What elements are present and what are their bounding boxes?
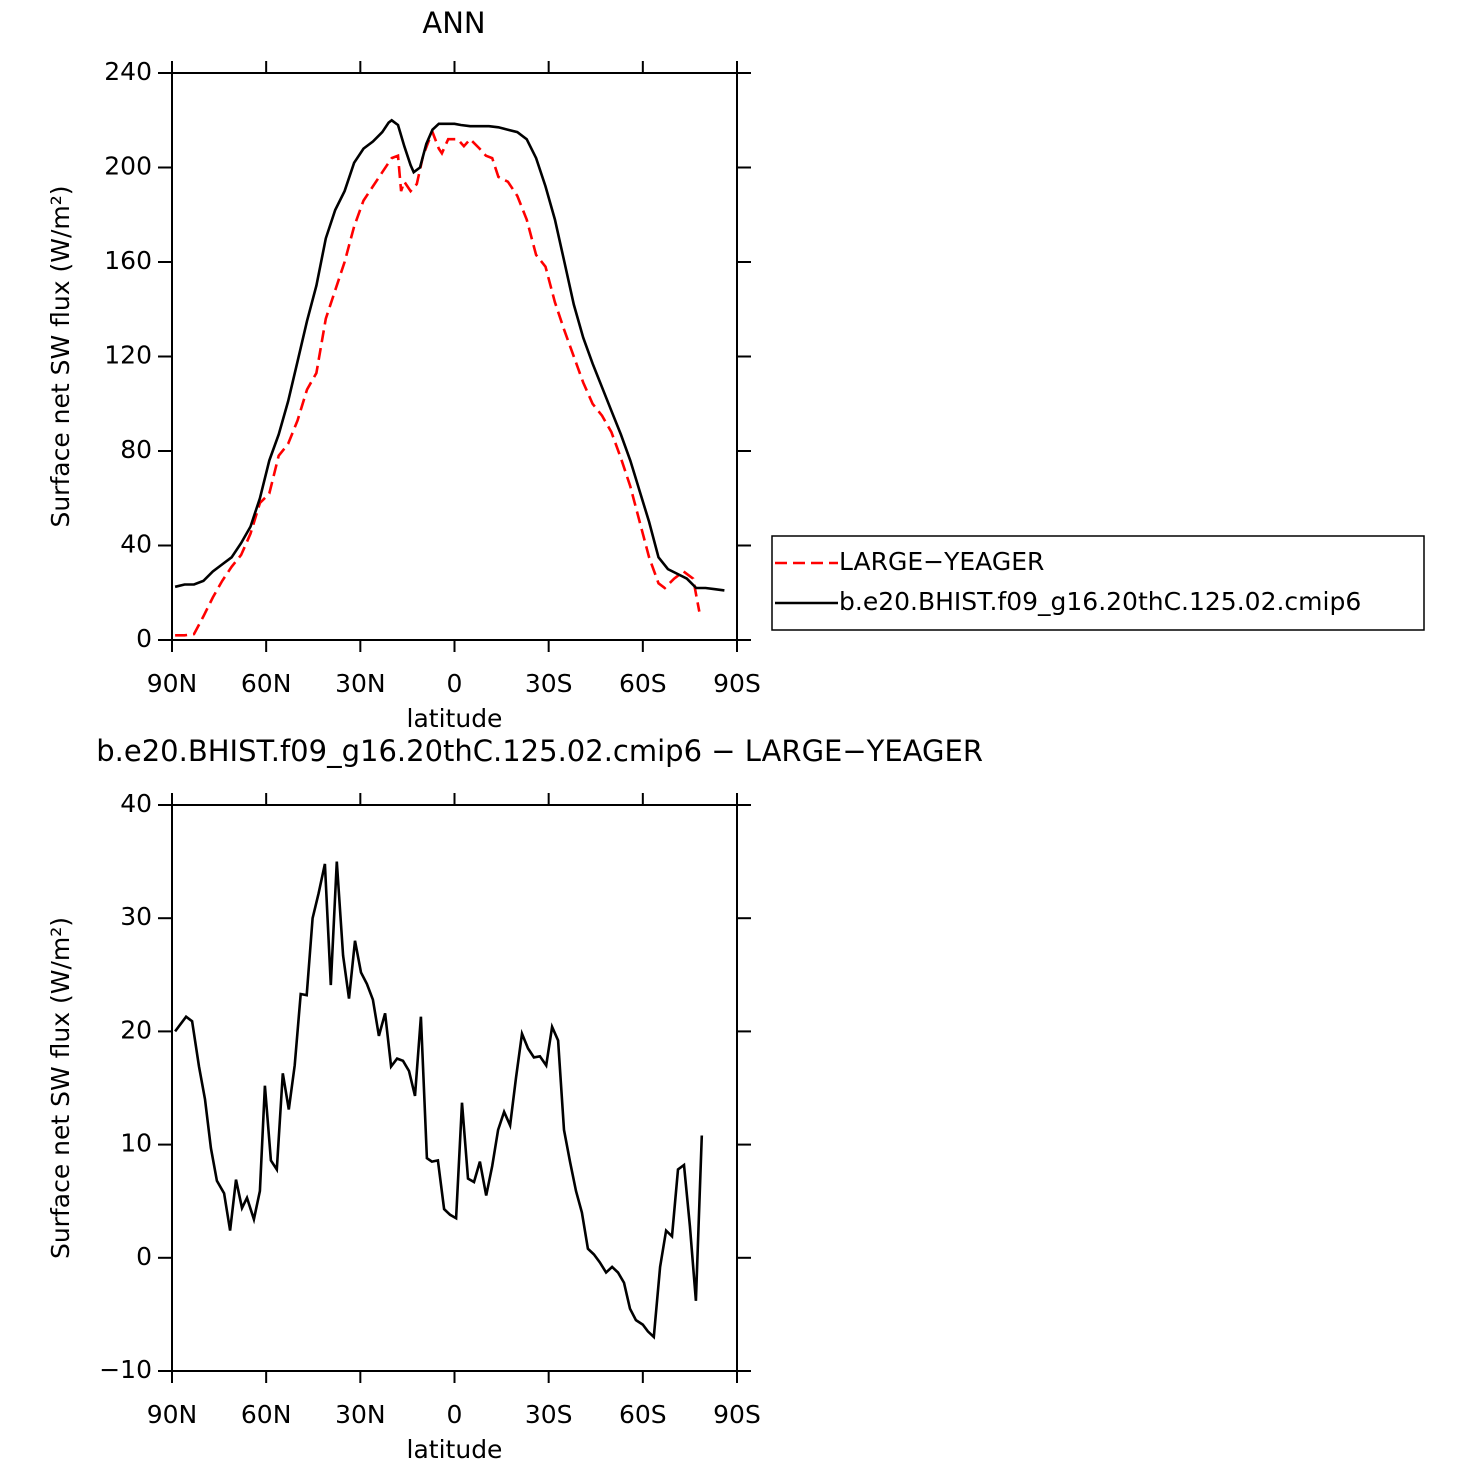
y-tick-label: 30 [120,902,152,931]
y-tick-label: 40 [120,789,152,818]
plot-frame [171,804,738,1372]
series-line [174,118,725,592]
x-tick-label: 60N [241,669,292,698]
chart-title: b.e20.BHIST.f09_g16.20thC.125.02.cmip6 −… [96,734,983,768]
x-axis-label: latitude [407,704,503,733]
x-tick-label: 90N [147,1400,198,1429]
legend-box [771,535,1425,631]
x-axis-label: latitude [407,1435,503,1464]
x-tick-label: 90S [713,669,761,698]
y-tick-label: −10 [99,1355,152,1384]
y-tick-label: 10 [120,1129,152,1158]
y-tick-label: 80 [120,435,152,464]
legend-label: b.e20.BHIST.f09_g16.20thC.125.02.cmip6 [839,587,1361,616]
y-tick-label: 240 [104,57,152,86]
y-tick-label: 40 [120,530,152,559]
x-tick-label: 60S [619,669,667,698]
y-tick-label: 160 [104,246,152,275]
x-tick-label: 0 [447,669,463,698]
y-tick-label: 200 [104,152,152,181]
x-tick-label: 90N [147,669,198,698]
y-tick-label: 0 [136,624,152,653]
x-tick-label: 30S [525,669,573,698]
legend-label: LARGE−YEAGER [839,547,1044,576]
series-line [175,128,701,637]
x-tick-label: 30N [335,669,386,698]
plot-frame [171,72,738,641]
y-tick-label: 20 [120,1015,152,1044]
y-tick-label: 120 [104,341,152,370]
x-tick-label: 30N [335,1400,386,1429]
y-axis-label: Surface net SW flux (W/m²) [46,185,75,527]
x-tick-label: 90S [713,1400,761,1429]
y-axis-label: Surface net SW flux (W/m²) [46,917,75,1259]
data-line [174,861,704,1340]
x-tick-label: 0 [447,1400,463,1429]
chart-title: ANN [422,6,485,40]
y-tick-label: 0 [136,1242,152,1271]
x-tick-label: 30S [525,1400,573,1429]
x-tick-label: 60N [241,1400,292,1429]
x-tick-label: 60S [619,1400,667,1429]
